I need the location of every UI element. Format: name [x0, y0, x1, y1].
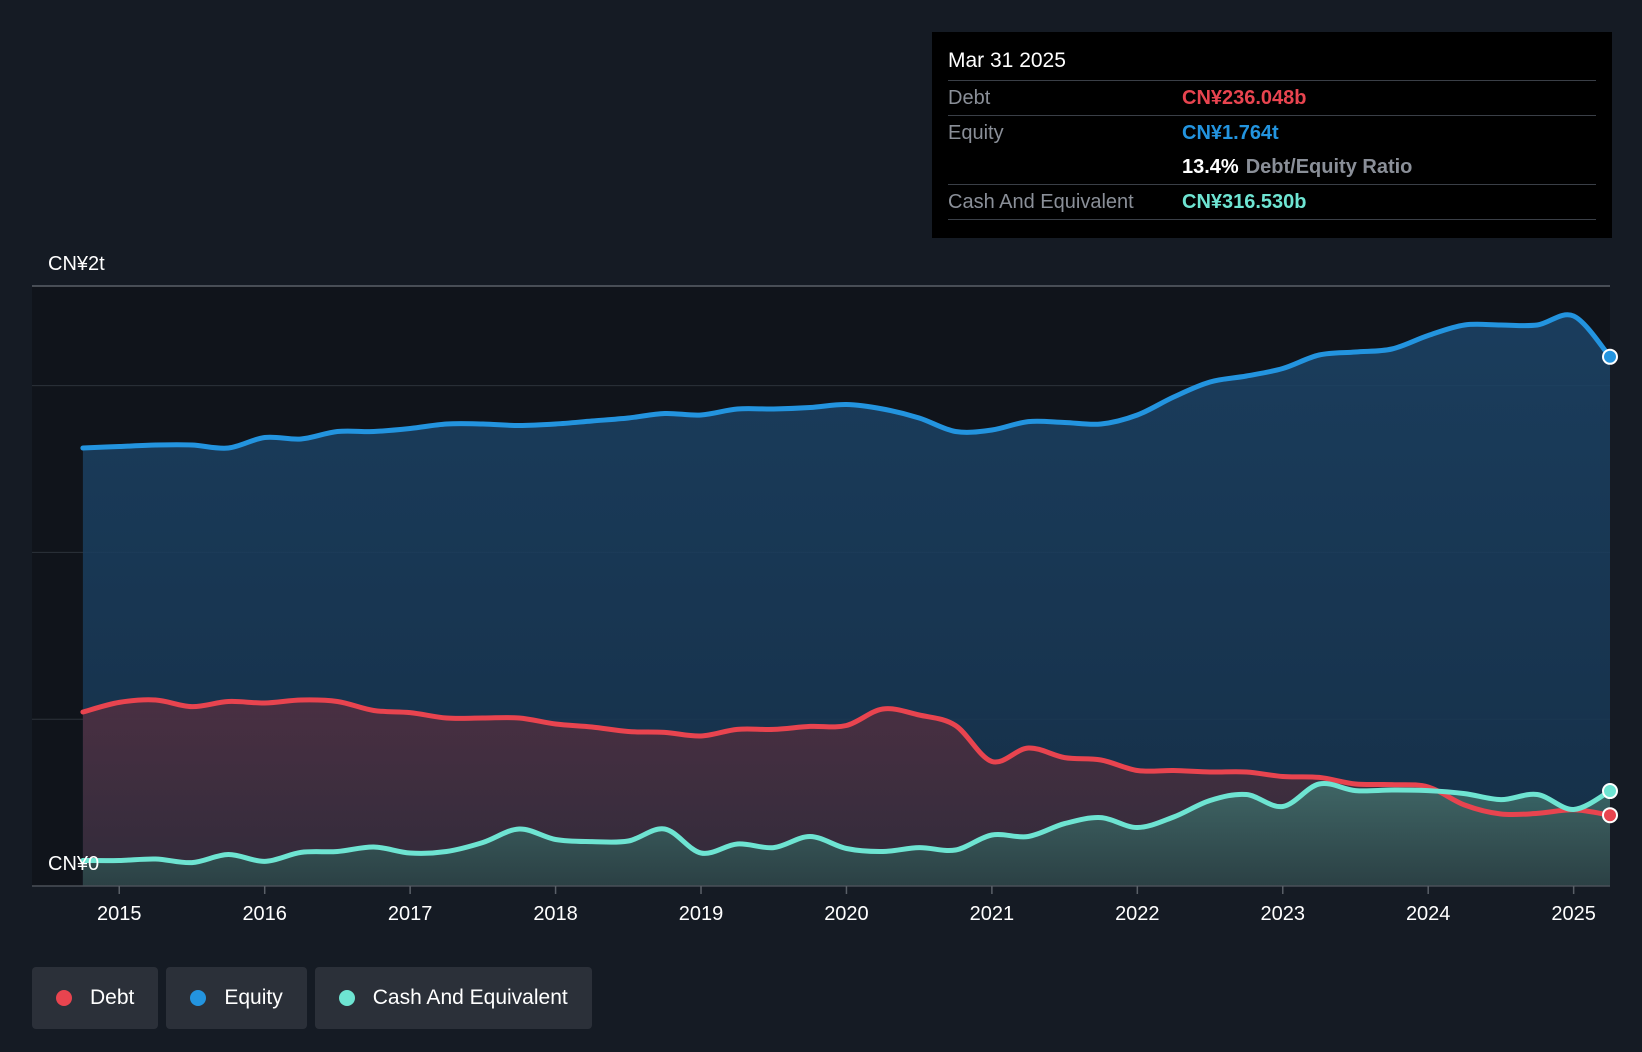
x-tick-label: 2015: [97, 903, 142, 925]
y-axis-top-label: CN¥2t: [48, 253, 105, 275]
x-axis-ticks: 2015 2016 2017 2018 2019 2020 2021 2022 2023 2024…: [97, 886, 1596, 925]
x-tick-label: 2025: [1551, 903, 1596, 925]
equity-line: [80, 312, 1613, 451]
legend-label-debt: Debt: [90, 986, 135, 1009]
tooltip-ratio-label: Debt/Equity Ratio: [1245, 155, 1413, 178]
x-tick-label: 2020: [824, 903, 869, 925]
tooltip-equity-label: Equity: [948, 121, 1004, 144]
x-tick-label: 2021: [970, 903, 1015, 925]
x-tick-label: 2016: [242, 903, 287, 925]
y-axis-bottom-label: CN¥0: [48, 853, 99, 875]
cash-dot-icon: [338, 990, 355, 1006]
tooltip-cash-row: Cash And Equivalent CN¥316.530b: [948, 184, 1596, 220]
tooltip-equity-row: Equity CN¥1.764t: [948, 115, 1596, 150]
x-tick-label: 2019: [679, 903, 724, 925]
x-tick-label: 2023: [1261, 903, 1306, 925]
equity-end-marker: [1602, 348, 1618, 365]
debt-line: [80, 697, 1613, 818]
tooltip-debt-label: Debt: [948, 86, 991, 109]
cash-end-marker: [1602, 783, 1618, 800]
legend: Debt Equity Cash And Equivalent: [32, 967, 592, 1029]
debt-end-marker: [1602, 807, 1618, 824]
tooltip-date: Mar 31 2025: [948, 49, 1066, 72]
tooltip-debt-value: CN¥236.048b: [1182, 86, 1307, 109]
x-tick-label: 2024: [1406, 903, 1451, 925]
tooltip-equity-value: CN¥1.764t: [1182, 121, 1279, 144]
legend-label-cash: Cash And Equivalent: [372, 986, 568, 1009]
debt-dot-icon: [56, 990, 72, 1006]
legend-item-cash[interactable]: Cash And Equivalent: [314, 967, 592, 1029]
cash-area: [82, 783, 1611, 886]
equity-dot-icon: [190, 990, 207, 1006]
legend-label-equity: Equity: [224, 986, 283, 1009]
legend-item-debt[interactable]: Debt: [32, 967, 159, 1029]
x-tick-label: 2022: [1115, 903, 1160, 925]
end-markers: [1602, 348, 1618, 824]
legend-item-equity[interactable]: Equity: [166, 967, 307, 1029]
x-tick-label: 2018: [533, 903, 578, 925]
tooltip-cash-label: Cash And Equivalent: [948, 190, 1134, 213]
tooltip-ratio-value: 13.4%: [1182, 155, 1239, 178]
tooltip-cash-value: CN¥316.530b: [1182, 190, 1307, 213]
cash-line: [80, 780, 1613, 866]
x-tick-label: 2017: [388, 903, 433, 925]
tooltip-ratio-row: 13.4% Debt/Equity Ratio: [948, 150, 1596, 184]
tooltip-panel: Mar 31 2025 Debt CN¥236.048b Equity CN¥1…: [932, 32, 1612, 238]
tooltip-debt-row: Debt CN¥236.048b: [948, 80, 1596, 115]
